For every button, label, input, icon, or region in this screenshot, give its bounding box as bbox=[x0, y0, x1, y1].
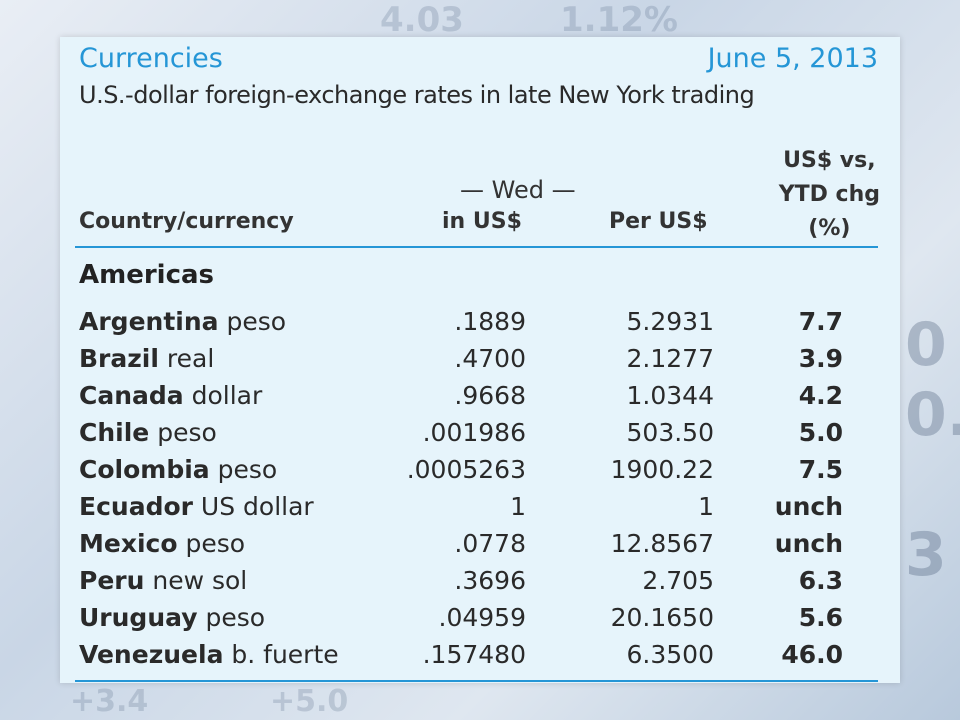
background-numbers: 0. bbox=[905, 380, 960, 450]
table-row: Canada dollar .9668 1.0344 4.2 bbox=[60, 381, 900, 418]
row-name: Colombia peso bbox=[79, 455, 277, 484]
row-name: Ecuador US dollar bbox=[79, 492, 314, 521]
region-heading: Americas bbox=[79, 260, 215, 290]
value-per-us: 5.2931 bbox=[626, 307, 714, 336]
table-date: June 5, 2013 bbox=[707, 43, 878, 74]
value-ytd-chg: 5.6 bbox=[798, 603, 843, 632]
column-header-ytd: US$ vs, YTD chg (%) bbox=[779, 144, 880, 246]
currency-name: new sol bbox=[152, 566, 248, 595]
currency-name: peso bbox=[157, 418, 217, 447]
table-row: Argentina peso .1889 5.2931 7.7 bbox=[60, 307, 900, 344]
currency-name: peso bbox=[185, 529, 246, 558]
currency-name: peso bbox=[226, 307, 287, 336]
value-in-us: .3696 bbox=[454, 566, 526, 595]
value-per-us: 20.1650 bbox=[610, 603, 714, 632]
currency-name: real bbox=[166, 344, 215, 373]
currency-name: dollar bbox=[191, 381, 263, 410]
value-in-us: .001986 bbox=[422, 418, 526, 447]
value-ytd-chg: 4.2 bbox=[798, 381, 843, 410]
ytd-line-3: (%) bbox=[808, 216, 851, 241]
table-row: Venezuela b. fuerte .157480 6.3500 46.0 bbox=[60, 640, 900, 677]
country-name: Brazil bbox=[79, 344, 159, 373]
table-subtitle: U.S.-dollar foreign-exchange rates in la… bbox=[79, 81, 755, 109]
value-ytd-chg: unch bbox=[774, 492, 843, 521]
country-name: Peru bbox=[79, 566, 145, 595]
column-header-in-us: in US$ bbox=[442, 209, 522, 234]
value-ytd-chg: 5.0 bbox=[798, 418, 843, 447]
value-in-us: .0005263 bbox=[406, 455, 526, 484]
table-row: Ecuador US dollar 1 1 unch bbox=[60, 492, 900, 529]
background-numbers: 3 bbox=[905, 520, 947, 590]
value-ytd-chg: 6.3 bbox=[798, 566, 843, 595]
value-ytd-chg: 7.5 bbox=[798, 455, 843, 484]
row-name: Venezuela b. fuerte bbox=[79, 640, 339, 669]
ytd-line-2: YTD chg bbox=[778, 182, 880, 207]
background-numbers: +5.0 bbox=[270, 684, 349, 719]
table-row: Colombia peso .0005263 1900.22 7.5 bbox=[60, 455, 900, 492]
column-header-per-us: Per US$ bbox=[609, 209, 708, 234]
value-in-us: .04959 bbox=[438, 603, 526, 632]
background-numbers: 1.12% bbox=[560, 0, 678, 40]
row-name: Argentina peso bbox=[79, 307, 286, 336]
value-ytd-chg: 46.0 bbox=[781, 640, 843, 669]
value-per-us: 1900.22 bbox=[610, 455, 714, 484]
table-row: Peru new sol .3696 2.705 6.3 bbox=[60, 566, 900, 603]
value-ytd-chg: 3.9 bbox=[798, 344, 843, 373]
currency-name: peso bbox=[205, 603, 266, 632]
value-in-us: .4700 bbox=[454, 344, 526, 373]
footer-divider bbox=[75, 680, 878, 682]
table-row: Mexico peso .0778 12.8567 unch bbox=[60, 529, 900, 566]
value-per-us: 2.1277 bbox=[626, 344, 714, 373]
currency-rows: Argentina peso .1889 5.2931 7.7 Brazil r… bbox=[60, 307, 900, 677]
country-name: Venezuela bbox=[79, 640, 224, 669]
row-name: Peru new sol bbox=[79, 566, 247, 595]
value-per-us: 2.705 bbox=[642, 566, 714, 595]
table-row: Brazil real .4700 2.1277 3.9 bbox=[60, 344, 900, 381]
value-ytd-chg: 7.7 bbox=[798, 307, 843, 336]
country-name: Mexico bbox=[79, 529, 178, 558]
column-header-country: Country/currency bbox=[79, 209, 294, 234]
row-name: Canada dollar bbox=[79, 381, 262, 410]
ytd-line-1: US$ vs, bbox=[783, 148, 876, 173]
value-in-us: 1 bbox=[510, 492, 526, 521]
value-in-us: .1889 bbox=[454, 307, 526, 336]
table-row: Chile peso .001986 503.50 5.0 bbox=[60, 418, 900, 455]
header-divider bbox=[75, 246, 878, 248]
currency-name: peso bbox=[217, 455, 278, 484]
table-row: Uruguay peso .04959 20.1650 5.6 bbox=[60, 603, 900, 640]
row-name: Brazil real bbox=[79, 344, 214, 373]
value-in-us: .157480 bbox=[422, 640, 526, 669]
row-name: Uruguay peso bbox=[79, 603, 265, 632]
row-name: Mexico peso bbox=[79, 529, 245, 558]
column-header-wed: — Wed — bbox=[460, 176, 576, 204]
background-numbers: +3.4 bbox=[70, 684, 149, 719]
country-name: Ecuador bbox=[79, 492, 193, 521]
country-name: Argentina bbox=[79, 307, 219, 336]
currency-table-panel: Currencies June 5, 2013 U.S.-dollar fore… bbox=[60, 37, 900, 683]
table-title: Currencies bbox=[79, 43, 223, 74]
value-ytd-chg: unch bbox=[774, 529, 843, 558]
value-per-us: 12.8567 bbox=[610, 529, 714, 558]
value-in-us: .0778 bbox=[454, 529, 526, 558]
value-per-us: 1.0344 bbox=[626, 381, 714, 410]
country-name: Chile bbox=[79, 418, 150, 447]
value-per-us: 503.50 bbox=[626, 418, 714, 447]
value-in-us: .9668 bbox=[454, 381, 526, 410]
value-per-us: 1 bbox=[698, 492, 714, 521]
country-name: Colombia bbox=[79, 455, 210, 484]
background-numbers: 0 bbox=[905, 310, 947, 380]
currency-name: US dollar bbox=[200, 492, 314, 521]
value-per-us: 6.3500 bbox=[626, 640, 714, 669]
currency-name: b. fuerte bbox=[231, 640, 339, 669]
background-numbers: 4.03 bbox=[380, 0, 464, 40]
country-name: Canada bbox=[79, 381, 184, 410]
row-name: Chile peso bbox=[79, 418, 217, 447]
country-name: Uruguay bbox=[79, 603, 198, 632]
